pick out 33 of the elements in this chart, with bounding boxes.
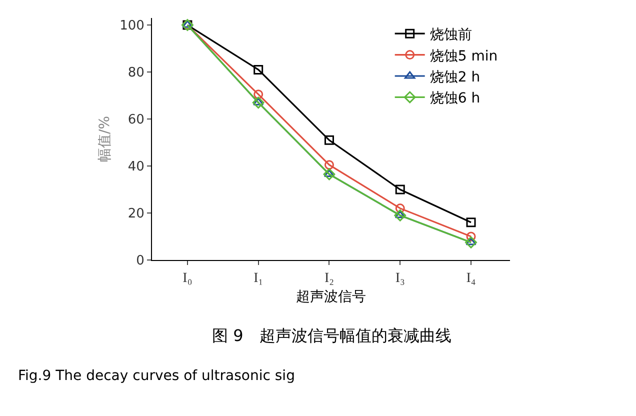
x-tick-label: I₃ (395, 270, 406, 286)
y-tick-label: 0 (136, 254, 144, 269)
point (254, 64, 264, 74)
point (324, 160, 334, 170)
point (252, 96, 264, 109)
legend-label: 烧蚀前 (430, 27, 472, 44)
legend-label: 烧蚀6 h (430, 90, 480, 107)
y-tick-label: 40 (128, 160, 144, 175)
x-tick-label: I₀ (182, 270, 192, 286)
x-tick-label: I₁ (254, 270, 264, 286)
legend-label: 烧蚀5 min (430, 48, 498, 64)
point (323, 168, 336, 180)
point (254, 90, 264, 100)
y-axis-title: 幅值/% (97, 116, 114, 162)
point (395, 204, 405, 214)
y-tick-label: 60 (128, 112, 144, 128)
point (394, 209, 406, 222)
point (466, 238, 476, 246)
y-tick-label: 100 (120, 18, 144, 34)
point (466, 232, 476, 242)
point (465, 236, 477, 248)
point (394, 210, 406, 218)
y-tick-label: 20 (128, 206, 144, 222)
x-tick-label: I₄ (466, 270, 476, 286)
x-tick-label: I₂ (324, 270, 334, 286)
x-axis-title: 超声波信号 (296, 289, 366, 306)
caption: Fig.9 The decay curves of ultrasonic sig (18, 368, 295, 384)
point (395, 184, 405, 194)
legend-label: 烧蚀2 h (430, 69, 480, 86)
y-tick-label: 80 (128, 66, 144, 81)
point (466, 218, 476, 228)
point (324, 135, 334, 145)
caption: 图 9 超声波信号幅值的衰减曲线 (212, 326, 452, 345)
